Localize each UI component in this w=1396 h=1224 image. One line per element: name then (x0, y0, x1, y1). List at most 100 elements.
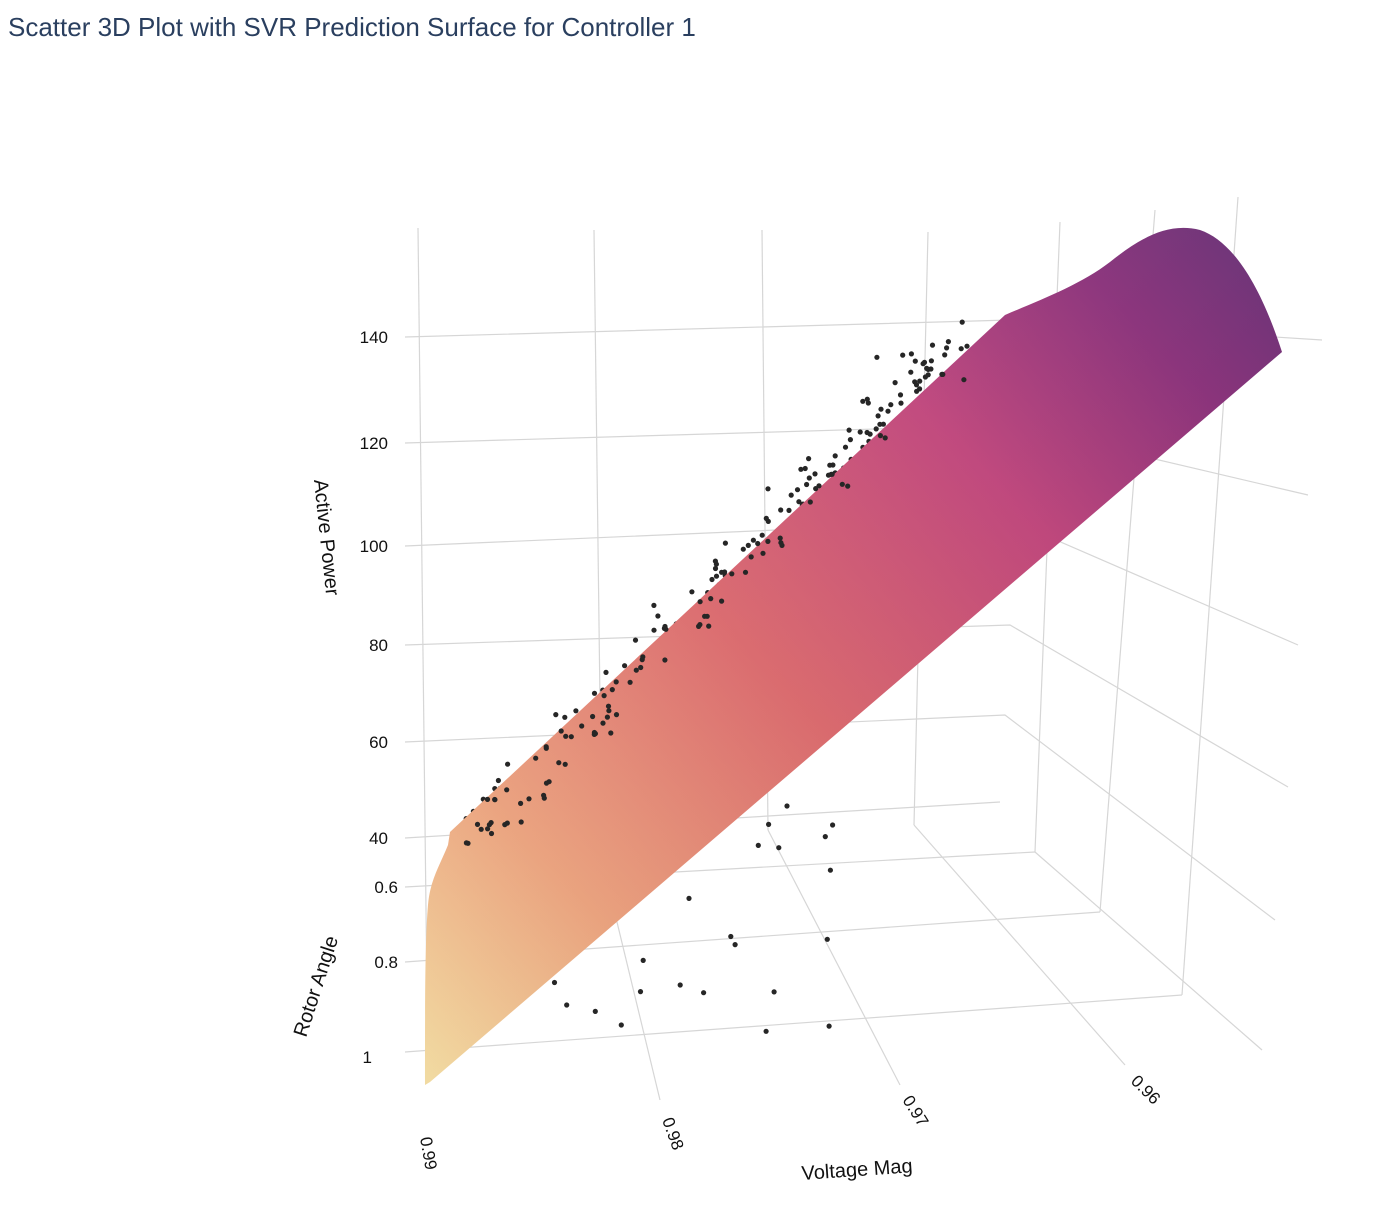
scatter-point (908, 351, 915, 357)
scatter-point (613, 679, 619, 685)
scatter-point (958, 346, 964, 352)
scatter-point (917, 386, 923, 392)
scatter-point (702, 613, 708, 619)
scatter-point (701, 990, 707, 996)
scatter-point (590, 713, 596, 720)
scatter-point (822, 834, 828, 840)
scatter-point (920, 361, 926, 367)
scatter-point (945, 339, 952, 345)
scatter-point (917, 378, 923, 384)
scatter-point (806, 456, 812, 462)
scatter-point (633, 667, 639, 673)
scatter-point (807, 499, 813, 505)
scatter-point (898, 400, 904, 406)
scatter-point (655, 613, 661, 619)
scatter-point (908, 369, 914, 375)
scatter-point (713, 573, 720, 579)
scatter-point (763, 1028, 769, 1034)
scatter-point (465, 840, 471, 846)
scatter-point (776, 845, 782, 851)
scatter-point (847, 437, 854, 443)
scatter-point (929, 342, 936, 348)
grid-line (404, 994, 1183, 1053)
scatter-point (875, 413, 881, 419)
scatter-point (504, 787, 510, 793)
scatter-point (825, 472, 832, 478)
scatter-point (794, 487, 801, 493)
scatter-point (568, 734, 574, 740)
z-tick-label: 140 (360, 328, 388, 347)
scatter-point (722, 540, 729, 546)
y-tick-label: 1 (363, 1048, 372, 1067)
scatter-point (830, 822, 836, 828)
scatter-point (732, 942, 738, 948)
scatter-point (543, 780, 550, 786)
y-tick-label: 0.8 (374, 953, 398, 972)
scatter-point (748, 554, 754, 560)
scatter-point (755, 842, 761, 849)
scatter-point (502, 822, 508, 828)
scatter-point (877, 421, 883, 427)
scatter-point (845, 483, 851, 489)
scatter-point (713, 561, 720, 567)
scatter-point (740, 546, 746, 552)
scatter-point (964, 343, 970, 349)
scatter-point (892, 380, 898, 386)
x-tick-label: 0.98 (658, 1115, 687, 1153)
chart-title: Scatter 3D Plot with SVR Prediction Surf… (8, 12, 696, 42)
x-tick-label: 0.96 (1127, 1071, 1164, 1108)
scatter-point (558, 728, 564, 734)
scatter-point (592, 1008, 598, 1015)
scatter-point (832, 453, 838, 459)
scatter-point (771, 989, 777, 995)
scatter-point (882, 435, 888, 441)
scatter-point (553, 712, 559, 718)
scatter-point (533, 755, 539, 761)
scatter-point (605, 703, 612, 709)
scatter-point (827, 867, 834, 873)
scatter-point (839, 481, 845, 487)
surface-shading (425, 227, 1282, 1086)
scatter-point (786, 507, 792, 513)
scatter-point (802, 465, 808, 472)
scatter-point (719, 598, 725, 604)
scatter-point (551, 979, 558, 986)
scatter-point (651, 627, 657, 633)
scatter-point (804, 481, 810, 488)
scatter-point (592, 731, 599, 737)
scatter-point (759, 532, 765, 538)
scatter-point (765, 486, 771, 492)
scatter-point (663, 626, 669, 632)
scatter-point (806, 475, 812, 481)
scatter-point (606, 708, 612, 714)
scatter-point (760, 550, 766, 556)
scatter-point (729, 571, 735, 577)
scatter-point (562, 714, 568, 720)
scatter-point (928, 358, 935, 364)
scatter-point (897, 392, 904, 398)
scatter-point (867, 431, 873, 437)
scatter-point (637, 989, 644, 995)
prediction-surface[interactable] (425, 227, 1282, 1086)
scatter-point (944, 345, 950, 351)
scatter-point (961, 377, 967, 383)
scatter-point (708, 596, 714, 602)
scatter-point (816, 483, 822, 489)
scatter-point (564, 1002, 570, 1008)
scatter-point (601, 693, 607, 699)
x-axis-title: Voltage Mag (801, 1155, 913, 1185)
scatter-point (696, 623, 702, 630)
scatter-point (603, 669, 609, 676)
scatter-point (686, 895, 692, 902)
scatter-point (638, 664, 644, 671)
scatter-point (495, 777, 501, 784)
scatter-point (543, 745, 549, 751)
z-tick-label: 120 (360, 434, 388, 453)
scatter-point (492, 797, 498, 803)
scatter-point (697, 599, 703, 605)
scatter-point (742, 569, 749, 575)
y-tick-label: 0.6 (374, 878, 398, 897)
scatter-point (745, 542, 751, 549)
scatter-point (488, 830, 495, 837)
